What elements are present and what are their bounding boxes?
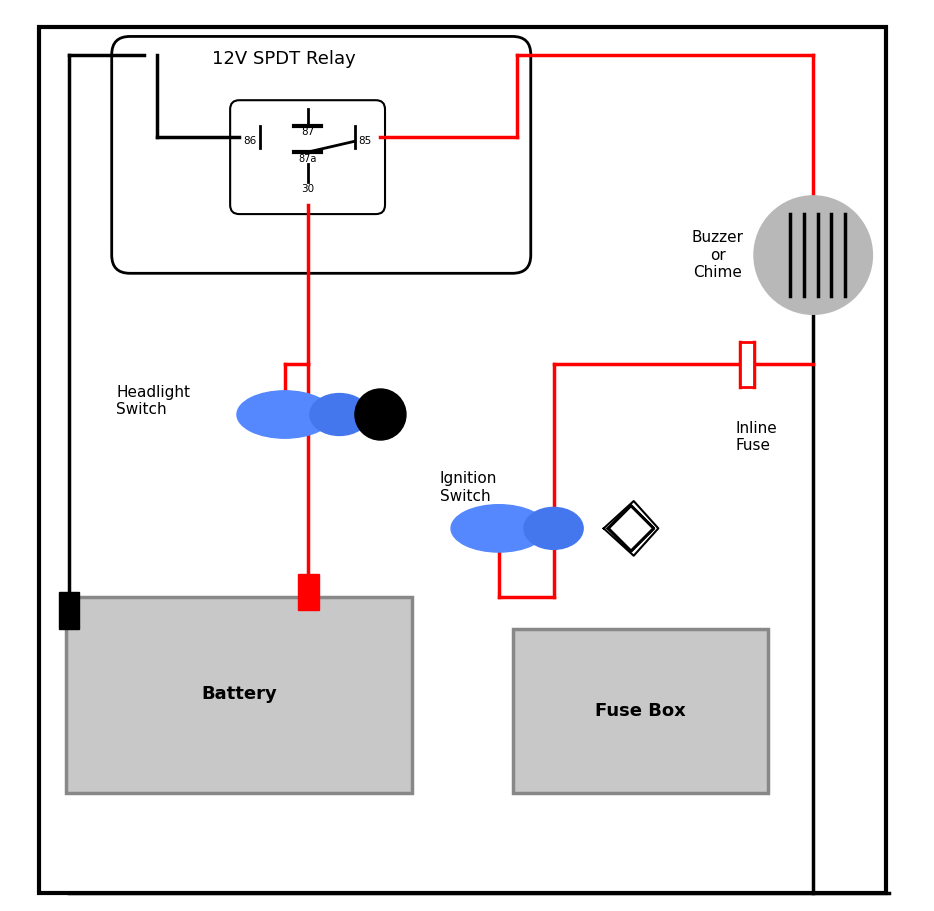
Text: Battery: Battery xyxy=(202,685,277,703)
FancyBboxPatch shape xyxy=(230,100,385,214)
Text: 12V SPDT Relay: 12V SPDT Relay xyxy=(212,50,356,68)
Text: Fuse Box: Fuse Box xyxy=(595,701,686,720)
Text: 87: 87 xyxy=(301,128,314,137)
Ellipse shape xyxy=(310,394,369,435)
Ellipse shape xyxy=(451,505,546,552)
Polygon shape xyxy=(608,506,654,551)
Circle shape xyxy=(754,196,872,314)
Text: 30: 30 xyxy=(301,184,314,193)
Bar xyxy=(741,342,754,387)
Bar xyxy=(59,592,78,629)
Text: 86: 86 xyxy=(244,137,257,146)
Text: Buzzer
or
Chime: Buzzer or Chime xyxy=(691,230,743,280)
Ellipse shape xyxy=(524,507,583,549)
Text: Ignition
Switch: Ignition Switch xyxy=(440,471,497,504)
Ellipse shape xyxy=(237,391,333,438)
Text: 87a: 87a xyxy=(298,155,317,164)
Bar xyxy=(299,574,318,610)
Text: Headlight
Switch: Headlight Switch xyxy=(116,384,191,417)
FancyBboxPatch shape xyxy=(66,597,412,793)
Circle shape xyxy=(355,389,406,440)
FancyBboxPatch shape xyxy=(513,629,768,793)
Text: 85: 85 xyxy=(359,137,372,146)
Text: Inline
Fuse: Inline Fuse xyxy=(736,421,777,454)
